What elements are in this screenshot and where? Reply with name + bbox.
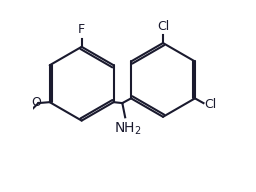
Text: Cl: Cl xyxy=(157,20,169,33)
Text: Cl: Cl xyxy=(205,98,217,111)
Text: O: O xyxy=(31,96,41,109)
Text: NH$_2$: NH$_2$ xyxy=(114,120,141,137)
Text: F: F xyxy=(78,23,85,36)
